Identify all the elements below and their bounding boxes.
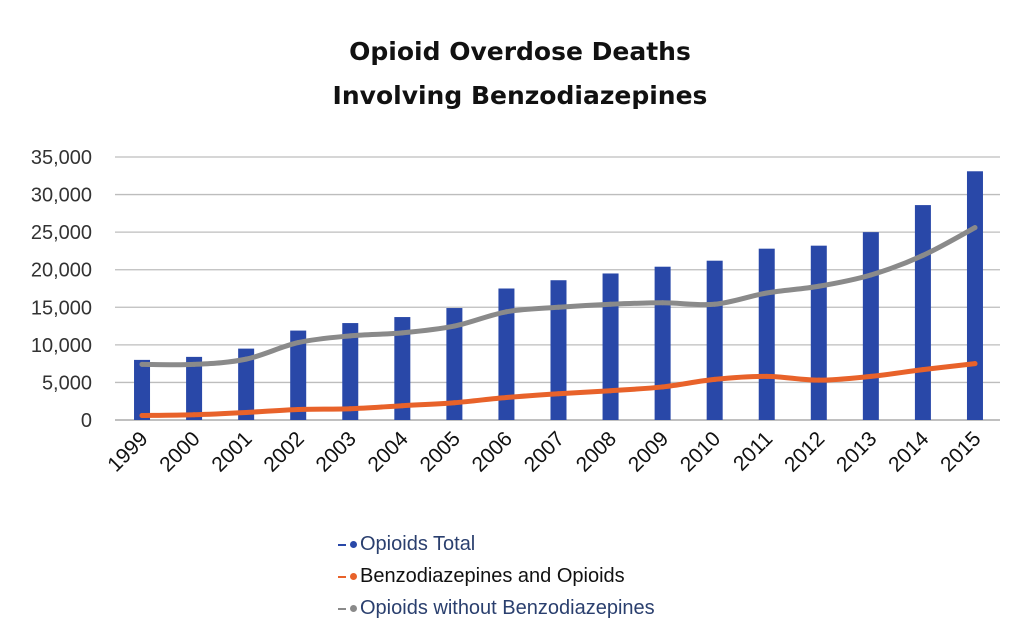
bar-2010 xyxy=(706,260,723,420)
bar-2000 xyxy=(186,356,203,420)
point-1-2000 xyxy=(191,412,197,418)
x-tick-label: 2010 xyxy=(676,427,725,476)
bar-2011 xyxy=(758,248,775,420)
x-tick-label: 2009 xyxy=(624,427,673,476)
bar-2007 xyxy=(550,280,567,420)
legend-label-opioids-without-benzodiazepines: Opioids without Benzodiazepines xyxy=(360,596,655,619)
point-2-2010 xyxy=(712,301,718,307)
x-tick-label: 2008 xyxy=(572,427,621,476)
legend-label-opioids-total: Opioids Total xyxy=(360,532,476,555)
point-1-2011 xyxy=(764,373,770,379)
point-1-2001 xyxy=(243,409,249,415)
point-2-2012 xyxy=(816,283,822,289)
point-1-2010 xyxy=(712,376,718,382)
point-1-1999 xyxy=(139,412,145,418)
point-1-2007 xyxy=(556,391,561,397)
point-2-2009 xyxy=(660,300,666,306)
x-tick-label: 2015 xyxy=(936,427,985,476)
y-tick-label: 5,000 xyxy=(42,372,92,394)
legend-swatch-opioids-without-benzodiazepines xyxy=(338,598,360,618)
legend-label-benzodiazepines-and-opioids: Benzodiazepines and Opioids xyxy=(360,564,625,587)
x-tick-label: 2012 xyxy=(780,427,829,476)
point-2-2004 xyxy=(399,330,405,336)
x-tick-label: 2014 xyxy=(884,427,934,477)
x-tick-label: 2004 xyxy=(364,427,414,477)
point-1-2009 xyxy=(660,384,666,390)
point-1-2002 xyxy=(295,406,301,412)
point-2-2002 xyxy=(295,340,301,346)
x-tick-label: 2003 xyxy=(312,427,361,476)
bar-1999 xyxy=(134,359,151,420)
x-tick-label: 2002 xyxy=(259,427,308,476)
x-tick-label: 2005 xyxy=(416,427,465,476)
point-1-2013 xyxy=(868,373,874,379)
chart-plot-area: 0 5,000 10,000 15,000 20,000 25,000 30,000 35,0… xyxy=(31,147,1000,477)
point-2-2007 xyxy=(556,304,561,310)
bar-2015 xyxy=(966,171,983,420)
legend-swatch-benzodiazepines-and-opioids xyxy=(338,566,360,586)
point-1-2003 xyxy=(347,406,353,412)
chart-title-line-1: Opioid Overdose Deaths xyxy=(349,37,691,66)
legend-item-opioids-without-benzodiazepines: Opioids without Benzodiazepines xyxy=(338,592,655,624)
chart-title: Opioid Overdose Deaths Involving Benzodi… xyxy=(0,30,1024,118)
y-tick-label: 25,000 xyxy=(31,222,92,244)
point-1-2012 xyxy=(816,377,822,383)
point-2-2008 xyxy=(608,301,614,307)
y-tick-label: 30,000 xyxy=(31,185,92,207)
point-2-2001 xyxy=(243,356,249,362)
bar-2003 xyxy=(342,323,359,420)
point-2-2006 xyxy=(503,309,509,315)
bar-2002 xyxy=(290,330,307,420)
legend-item-benzodiazepines-and-opioids: Benzodiazepines and Opioids xyxy=(338,560,655,592)
point-2-2014 xyxy=(920,252,926,258)
point-1-2006 xyxy=(503,394,509,400)
x-tick-label: 1999 xyxy=(103,427,152,476)
point-2-2000 xyxy=(191,361,197,367)
x-tick-label: 2006 xyxy=(468,427,517,476)
point-2-2011 xyxy=(764,290,770,296)
point-1-2005 xyxy=(451,400,457,406)
point-1-2004 xyxy=(399,403,405,409)
bar-2013 xyxy=(862,232,879,420)
point-2-1999 xyxy=(139,361,145,367)
legend-swatch-opioids-total xyxy=(338,534,360,554)
point-1-2014 xyxy=(920,367,926,373)
bar-2006 xyxy=(498,288,515,420)
x-tick-label: 2001 xyxy=(207,427,256,476)
chart-title-line-2: Involving Benzodiazepines xyxy=(332,81,708,110)
point-1-2008 xyxy=(608,388,614,394)
point-1-2015 xyxy=(972,361,978,367)
bar-2004 xyxy=(394,317,411,420)
x-tick-label: 2007 xyxy=(520,427,569,476)
x-tick-label: 2013 xyxy=(832,427,881,476)
y-tick-label: 35,000 xyxy=(31,147,92,169)
y-tick-label: 15,000 xyxy=(31,297,92,319)
point-2-2013 xyxy=(868,272,874,278)
bar-2005 xyxy=(446,308,463,420)
point-2-2005 xyxy=(451,323,457,329)
y-tick-label: 10,000 xyxy=(31,335,92,357)
y-tick-label: 0 xyxy=(81,410,92,432)
x-tick-label: 2011 xyxy=(729,427,777,475)
legend-item-opioids-total: Opioids Total xyxy=(338,528,655,560)
y-tick-label: 20,000 xyxy=(31,260,92,282)
chart-legend: Opioids Total Benzodiazepines and Opioid… xyxy=(338,528,655,624)
point-2-2015 xyxy=(972,225,978,231)
bar-2009 xyxy=(654,266,671,420)
bar-2014 xyxy=(914,205,931,420)
point-2-2003 xyxy=(347,333,353,339)
bar-2008 xyxy=(602,273,619,420)
bar-2012 xyxy=(810,245,827,420)
x-tick-label: 2000 xyxy=(155,427,204,476)
bar-2001 xyxy=(238,348,255,420)
